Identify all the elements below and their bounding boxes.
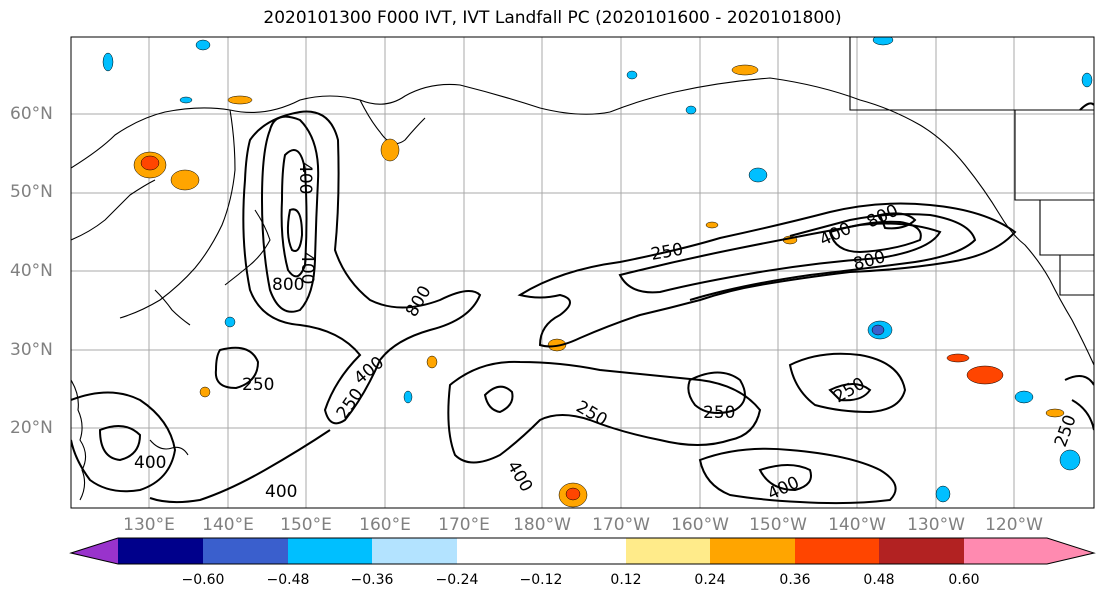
colorbar-segment xyxy=(795,538,879,564)
lat-label-20n: 20°N xyxy=(10,418,53,438)
lon-label-180w: 180°W xyxy=(513,515,571,535)
colorbar-segment xyxy=(288,538,372,564)
contour-label: 250 xyxy=(703,403,735,423)
ivt-contours xyxy=(71,102,1094,505)
map-title: 2020101300 F000 IVT, IVT Landfall PC (20… xyxy=(263,8,842,28)
colorbar-tick-label: −0.60 xyxy=(181,572,225,588)
contour-label: 400 xyxy=(295,162,315,194)
colorbar-extend-low xyxy=(71,538,118,564)
lon-label-150e: 150°E xyxy=(280,515,332,535)
contour-label: 400 xyxy=(134,453,166,473)
lon-label-160w: 160°W xyxy=(671,515,729,535)
colorbar-tick-label: 0.24 xyxy=(694,572,726,588)
lon-label-130w: 130°W xyxy=(907,515,965,535)
colorbar-segment xyxy=(203,538,288,564)
colorbar-segment xyxy=(710,538,795,564)
lon-label-140w: 140°W xyxy=(828,515,886,535)
lat-label-50n: 50°N xyxy=(10,182,53,202)
colorbar-tick-label: −0.48 xyxy=(266,572,310,588)
colorbar-tick-label: 0.48 xyxy=(863,572,895,588)
lon-label-160e: 160°E xyxy=(359,515,411,535)
lon-label-170e: 170°E xyxy=(438,515,490,535)
colorbar-tick-label: −0.12 xyxy=(519,572,563,588)
contour-label: 400 xyxy=(297,252,317,284)
lon-label-150w: 150°W xyxy=(749,515,807,535)
colorbar-tick-label: 0.36 xyxy=(779,572,811,588)
lat-label-30n: 30°N xyxy=(10,340,53,360)
colorbar-tick-label: −0.24 xyxy=(435,572,479,588)
colorbar-segment xyxy=(118,538,203,564)
lon-label-130e: 130°E xyxy=(123,515,175,535)
gridlines xyxy=(71,37,1094,508)
pc-patches xyxy=(102,37,1093,508)
lat-label-60n: 60°N xyxy=(10,104,53,124)
colorbar-segment xyxy=(879,538,964,564)
colorbar-tick-label: 0.12 xyxy=(610,572,642,588)
contour-label: 400 xyxy=(265,482,297,502)
contour-label: 250 xyxy=(242,375,274,395)
lon-label-140e: 140°E xyxy=(202,515,254,535)
colorbar-segment xyxy=(626,538,710,564)
colorbar-tick-label: 0.60 xyxy=(948,572,980,588)
colorbar-segment xyxy=(372,538,457,564)
colorbar-segment xyxy=(541,538,626,564)
lon-label-120w: 120°W xyxy=(985,515,1043,535)
colorbar-extend-high xyxy=(964,538,1094,564)
colorbar-segment xyxy=(457,538,541,564)
lat-label-40n: 40°N xyxy=(10,261,53,281)
contour-label: 800 xyxy=(272,275,304,295)
colorbar-outline xyxy=(69,537,1096,565)
colorbar xyxy=(69,537,1096,565)
map-frame xyxy=(70,36,1095,509)
lon-label-170w: 170°W xyxy=(592,515,650,535)
colorbar-tick-label: −0.36 xyxy=(350,572,394,588)
